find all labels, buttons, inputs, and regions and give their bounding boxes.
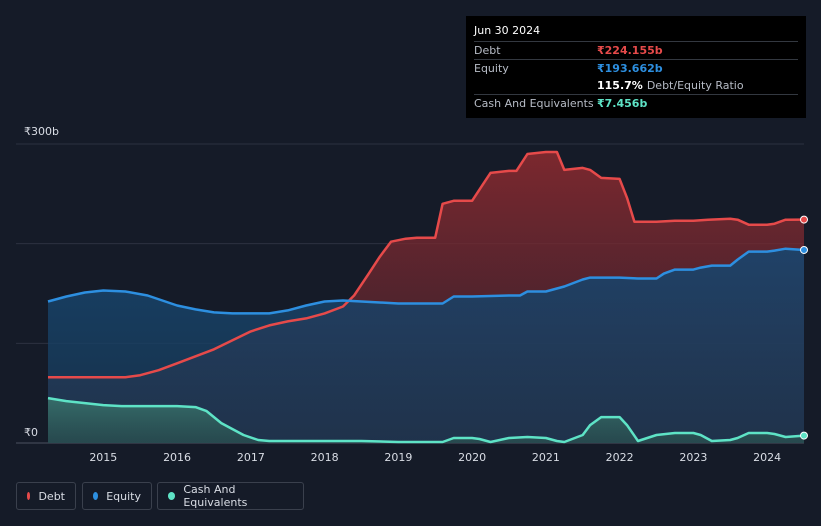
tooltip-cash-label: Cash And Equivalents xyxy=(474,97,594,110)
tooltip-ratio-label: Debt/Equity Ratio xyxy=(646,79,744,92)
tooltip-debt-row: Debt ₹224.155b xyxy=(474,41,798,59)
x-tick-label: 2024 xyxy=(753,451,781,464)
tooltip-debt-value: ₹224.155b xyxy=(597,44,663,57)
x-tick-label: 2017 xyxy=(237,451,265,464)
tooltip-date: Jun 30 2024 xyxy=(474,24,541,37)
debt-line xyxy=(48,150,805,379)
legend-equity-label: Equity xyxy=(106,489,141,503)
x-tick-label: 2018 xyxy=(311,451,339,464)
tooltip-cash-value: ₹7.456b xyxy=(597,97,648,110)
tooltip-cash-row: Cash And Equivalents ₹7.456b xyxy=(474,94,798,112)
y-tick-label: ₹300b xyxy=(24,125,59,138)
cash-end-point xyxy=(800,431,808,440)
equity-end-point xyxy=(800,245,808,254)
tooltip-panel: Jun 30 2024 Debt ₹224.155b Equity ₹193.6… xyxy=(466,16,806,118)
area-layer xyxy=(48,152,804,443)
x-tick-label: 2021 xyxy=(532,451,560,464)
equity-area xyxy=(48,248,804,443)
tooltip-ratio-value: 115.7% xyxy=(597,79,643,92)
tooltip-equity-row: Equity ₹193.662b xyxy=(474,59,798,77)
legend-item-debt[interactable]: Debt xyxy=(16,482,76,510)
legend-item-equity[interactable]: Equity xyxy=(82,482,152,510)
legend-cash-label: Cash And Equivalents xyxy=(183,483,248,509)
x-tick-label: 2023 xyxy=(679,451,707,464)
x-tick-label: 2020 xyxy=(458,451,486,464)
cash-line xyxy=(47,396,805,444)
x-tick-label: 2022 xyxy=(606,451,634,464)
tooltip-equity-label: Equity xyxy=(474,62,509,75)
equity-line xyxy=(47,247,805,315)
x-tick-label: 2015 xyxy=(89,451,117,464)
y-tick-label: ₹0 xyxy=(24,426,38,439)
debt-end-point xyxy=(800,215,808,224)
tooltip-ratio-row: 115.7% Debt/Equity Ratio xyxy=(474,77,798,94)
legend-debt-label: Debt xyxy=(38,489,65,503)
line-layer xyxy=(47,150,808,444)
tooltip-debt-label: Debt xyxy=(474,44,501,57)
equity-dot-icon xyxy=(93,492,99,500)
legend-item-cash[interactable]: Cash And Equivalents xyxy=(157,482,304,510)
x-tick-label: 2019 xyxy=(384,451,412,464)
debt-dot-icon xyxy=(27,492,31,500)
tooltip-equity-value: ₹193.662b xyxy=(597,62,663,75)
cash-dot-icon xyxy=(168,492,176,500)
axis-layer: ₹300b ₹0 2015 2016 2017 2018 2019 2020 2021 2022 2… xyxy=(24,125,781,464)
x-tick-label: 2016 xyxy=(163,451,191,464)
